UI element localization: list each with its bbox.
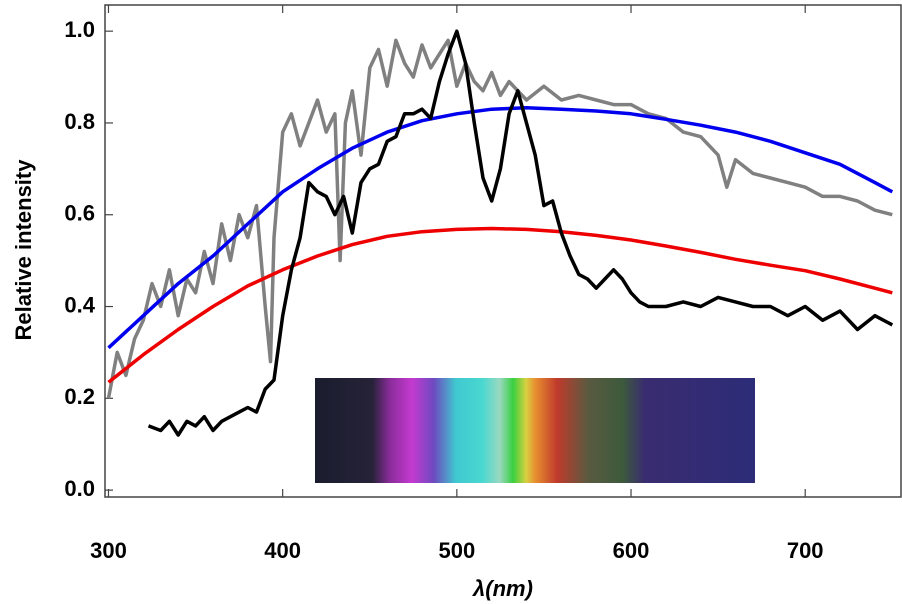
y-tick-label: 0.4 — [64, 292, 95, 317]
x-tick-label: 600 — [613, 538, 650, 563]
x-tick-label: 700 — [787, 538, 824, 563]
x-tick-label: 500 — [438, 538, 475, 563]
y-axis-label: Relative intensity — [11, 159, 36, 341]
x-tick-label: 400 — [264, 538, 301, 563]
spectrum-image — [315, 378, 755, 483]
series-line — [147, 29, 894, 437]
series-line — [107, 106, 894, 350]
x-axis-label: λ(nm) — [472, 576, 533, 601]
y-tick-label: 0.0 — [64, 476, 95, 501]
y-tick-label: 0.2 — [64, 384, 95, 409]
y-tick-label: 0.8 — [64, 109, 95, 134]
series-line — [106, 38, 893, 399]
x-tick-label: 300 — [90, 538, 127, 563]
series-line — [107, 226, 893, 384]
plot-frame — [104, 4, 902, 498]
y-tick-label: 0.6 — [64, 201, 95, 226]
y-tick-label: 1.0 — [64, 17, 95, 42]
